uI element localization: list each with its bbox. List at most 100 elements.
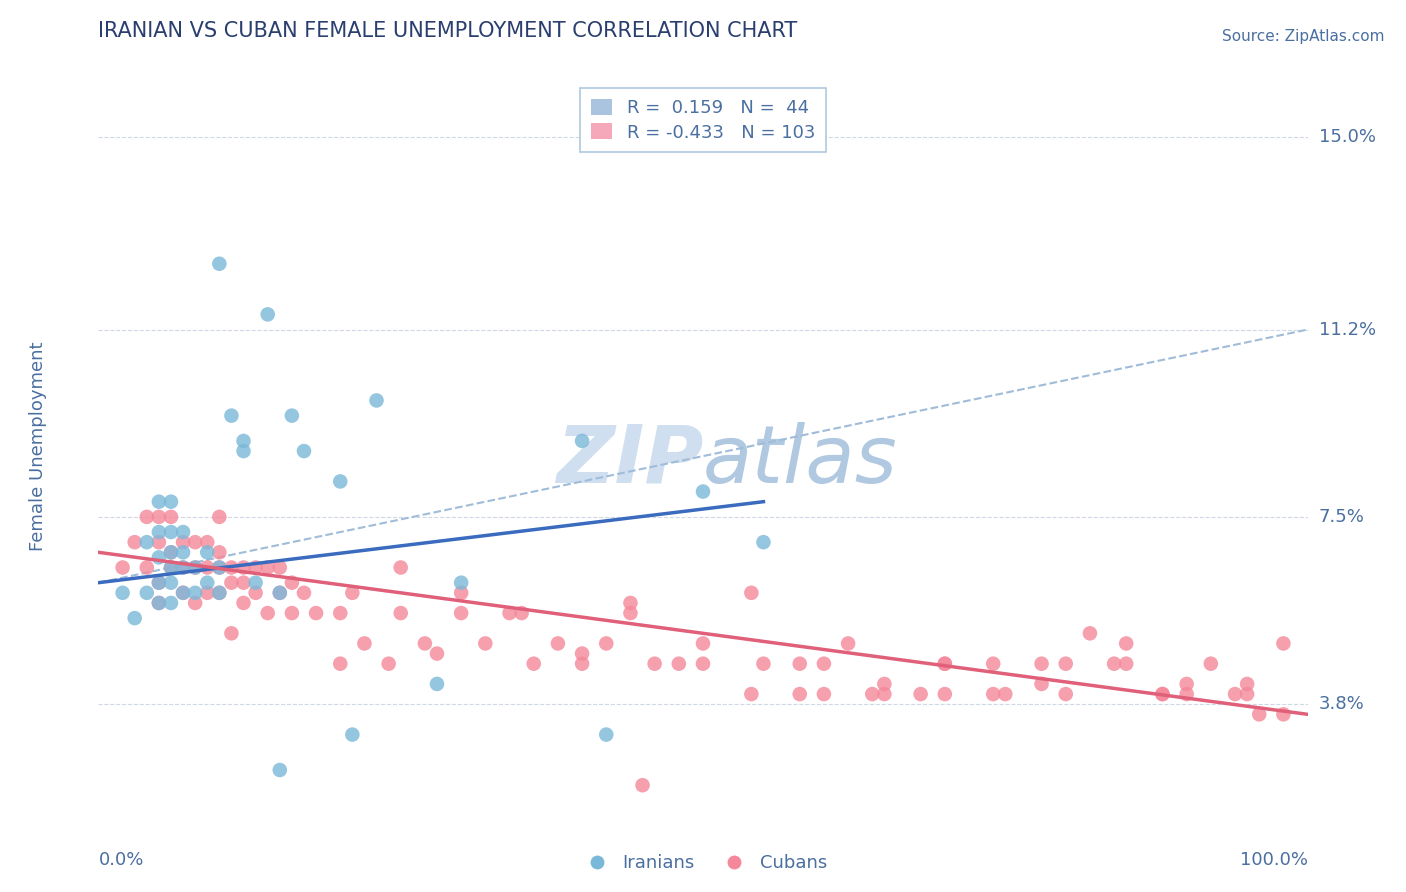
Point	[172, 524, 194, 539]
Point	[148, 535, 170, 549]
Point	[148, 524, 170, 539]
Point	[619, 596, 641, 610]
Point	[208, 586, 231, 600]
Point	[571, 657, 593, 671]
Point	[172, 545, 194, 559]
Point	[135, 560, 157, 574]
Legend: Iranians, Cubans: Iranians, Cubans	[572, 847, 834, 879]
Point	[1236, 687, 1258, 701]
Point	[595, 728, 617, 742]
Point	[1054, 687, 1077, 701]
Point	[426, 677, 449, 691]
Point	[208, 257, 231, 271]
Point	[232, 560, 254, 574]
Point	[269, 560, 291, 574]
Point	[873, 687, 896, 701]
Point	[135, 535, 157, 549]
Point	[160, 596, 183, 610]
Point	[184, 535, 207, 549]
Point	[124, 611, 146, 625]
Point	[873, 677, 896, 691]
Point	[148, 596, 170, 610]
Point	[692, 636, 714, 650]
Point	[353, 636, 375, 650]
Point	[366, 393, 388, 408]
Point	[474, 636, 496, 650]
Point	[450, 575, 472, 590]
Point	[981, 657, 1004, 671]
Point	[1199, 657, 1222, 671]
Point	[269, 586, 291, 600]
Point	[595, 636, 617, 650]
Point	[245, 575, 267, 590]
Point	[1115, 636, 1137, 650]
Text: 11.2%: 11.2%	[1319, 320, 1376, 339]
Point	[160, 494, 183, 508]
Point	[1078, 626, 1101, 640]
Point	[1152, 687, 1174, 701]
Point	[160, 560, 183, 574]
Point	[269, 763, 291, 777]
Point	[740, 687, 762, 701]
Point	[1236, 677, 1258, 691]
Point	[1115, 657, 1137, 671]
Point	[1272, 636, 1295, 650]
Point	[510, 606, 533, 620]
Point	[148, 575, 170, 590]
Point	[813, 657, 835, 671]
Point	[692, 484, 714, 499]
Point	[1175, 677, 1198, 691]
Point	[208, 509, 231, 524]
Point	[1031, 657, 1053, 671]
Text: 3.8%: 3.8%	[1319, 695, 1364, 714]
Point	[994, 687, 1017, 701]
Point	[934, 687, 956, 701]
Point	[221, 409, 243, 423]
Point	[148, 550, 170, 565]
Point	[256, 606, 278, 620]
Point	[221, 575, 243, 590]
Point	[160, 509, 183, 524]
Point	[692, 657, 714, 671]
Point	[221, 560, 243, 574]
Point	[135, 509, 157, 524]
Point	[644, 657, 666, 671]
Point	[789, 657, 811, 671]
Text: 0.0%: 0.0%	[98, 851, 143, 869]
Point	[160, 545, 183, 559]
Point	[172, 560, 194, 574]
Point	[221, 626, 243, 640]
Point	[256, 307, 278, 321]
Text: Female Unemployment: Female Unemployment	[30, 342, 46, 550]
Point	[160, 575, 183, 590]
Text: Source: ZipAtlas.com: Source: ZipAtlas.com	[1222, 29, 1385, 44]
Text: IRANIAN VS CUBAN FEMALE UNEMPLOYMENT CORRELATION CHART: IRANIAN VS CUBAN FEMALE UNEMPLOYMENT COR…	[98, 21, 797, 41]
Point	[934, 657, 956, 671]
Point	[910, 687, 932, 701]
Point	[232, 596, 254, 610]
Point	[329, 657, 352, 671]
Text: ZIP: ZIP	[555, 422, 703, 500]
Point	[208, 560, 231, 574]
Point	[1152, 687, 1174, 701]
Point	[450, 606, 472, 620]
Point	[172, 586, 194, 600]
Point	[281, 606, 304, 620]
Point	[389, 606, 412, 620]
Point	[111, 586, 134, 600]
Point	[245, 560, 267, 574]
Point	[305, 606, 328, 620]
Point	[1175, 687, 1198, 701]
Point	[232, 444, 254, 458]
Point	[752, 535, 775, 549]
Point	[281, 575, 304, 590]
Point	[195, 560, 218, 574]
Point	[269, 586, 291, 600]
Point	[1054, 657, 1077, 671]
Point	[148, 596, 170, 610]
Point	[195, 575, 218, 590]
Point	[208, 560, 231, 574]
Point	[981, 687, 1004, 701]
Point	[668, 657, 690, 671]
Point	[160, 545, 183, 559]
